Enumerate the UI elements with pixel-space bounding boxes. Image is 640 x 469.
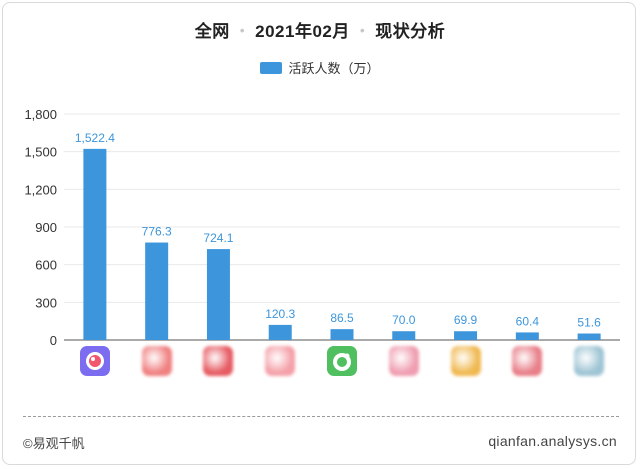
bar	[145, 242, 169, 340]
y-tick-label: 1,500	[24, 145, 57, 160]
chart-title: 全网 • 2021年02月 • 现状分析	[3, 17, 637, 42]
brand-label: ©易观千帆	[23, 436, 85, 451]
data-label: 1,522.4	[75, 131, 115, 145]
app-icon-yellow-blurred	[450, 346, 481, 376]
title-separator: •	[239, 22, 246, 38]
app-icon-green-face	[327, 346, 357, 376]
pregnancy-icon	[85, 352, 104, 370]
title-separator: •	[359, 22, 366, 38]
bar	[268, 324, 292, 340]
bar	[392, 331, 416, 340]
app-icon-pink-blurred-2	[388, 346, 419, 376]
data-label: 776.3	[142, 225, 172, 239]
chart-legend[interactable]: 活跃人数（万）	[3, 58, 637, 77]
site-url: qianfan.analysys.cn	[488, 433, 617, 449]
app-icon-colorful-blurred	[574, 346, 605, 376]
data-label: 51.6	[577, 316, 601, 330]
data-label: 724.1	[203, 231, 233, 245]
data-label: 69.9	[454, 313, 478, 327]
y-tick-label: 1,800	[24, 107, 57, 122]
bar	[83, 148, 107, 340]
title-period: 2021年02月	[255, 22, 350, 41]
data-label: 86.5	[330, 311, 354, 325]
title-scope: 全网	[194, 22, 230, 41]
bar	[206, 249, 230, 340]
app-icon-crimson-blurred	[512, 346, 543, 376]
chart-card: 全网 • 2021年02月 • 现状分析 活跃人数（万） ©易观千帆 qianfan.a…	[2, 2, 636, 465]
data-label: 60.4	[516, 314, 540, 328]
y-tick-label: 1,200	[24, 182, 57, 197]
y-tick-label: 0	[50, 333, 57, 348]
app-icon-pregnancy	[79, 346, 110, 376]
app-icon-pink-blurred	[141, 346, 172, 376]
data-label: 120.3	[265, 307, 295, 321]
y-tick-label: 600	[35, 258, 57, 273]
bar	[515, 332, 539, 340]
y-tick-label: 900	[35, 220, 57, 235]
legend-swatch	[260, 62, 283, 74]
bar	[577, 333, 601, 340]
data-label: 70.0	[392, 313, 416, 327]
bar	[330, 329, 354, 340]
app-icon-rose-blurred	[265, 346, 296, 376]
bar	[454, 331, 478, 340]
y-tick-label: 300	[35, 295, 57, 310]
footer-divider	[23, 416, 619, 417]
app-icon-red-blurred	[203, 346, 234, 376]
smile-face-icon	[333, 353, 351, 371]
title-analysis: 现状分析	[375, 22, 446, 41]
legend-label: 活跃人数（万）	[288, 61, 380, 76]
